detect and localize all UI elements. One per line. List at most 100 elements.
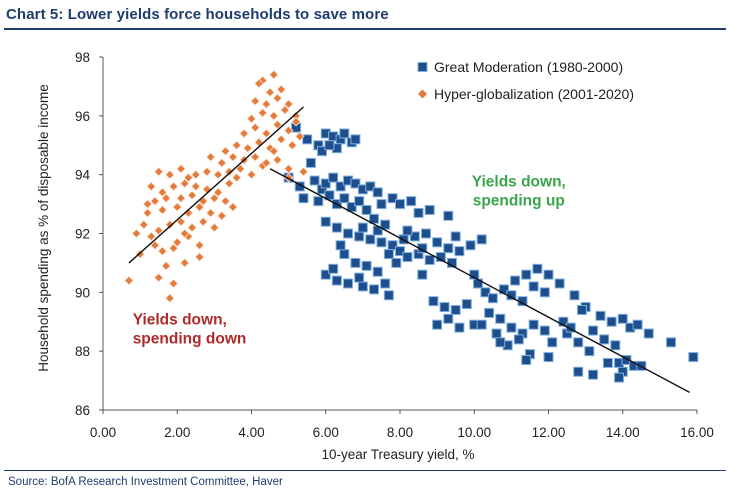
hyper-globalization-point — [220, 146, 231, 156]
hyper-globalization-point — [179, 258, 190, 268]
hyper-globalization-point — [202, 166, 212, 177]
great-moderation-point — [350, 134, 361, 145]
hyper-globalization-point — [146, 181, 157, 192]
y-tick-label: 92 — [75, 227, 90, 242]
trendline — [128, 106, 304, 264]
x-tick-label: 12.00 — [532, 425, 566, 440]
great-moderation-point — [320, 269, 331, 280]
great-moderation-point — [539, 287, 550, 298]
hyper-globalization-point — [142, 199, 153, 209]
great-moderation-point — [602, 357, 613, 368]
hyper-globalization-point — [224, 178, 234, 189]
great-moderation-point — [614, 372, 625, 383]
hyper-globalization-point — [265, 143, 275, 153]
great-moderation-point — [432, 319, 443, 330]
great-moderation-point — [335, 181, 346, 192]
hyper-globalization-point — [124, 275, 134, 286]
great-moderation-point — [487, 293, 498, 304]
hyper-globalization-point — [131, 228, 142, 239]
great-moderation-point — [428, 296, 439, 307]
hyper-globalization-point — [287, 140, 298, 151]
hyper-globalization-point — [165, 293, 175, 303]
legend: Great Moderation (1980-2000) Hyper-global… — [417, 59, 634, 102]
trendline — [269, 168, 690, 393]
hyper-globalization-point — [246, 114, 257, 124]
hyper-globalization-point — [228, 202, 238, 212]
data-points — [124, 69, 699, 383]
hyper-globalization-point — [179, 228, 190, 239]
great-moderation-point — [391, 257, 402, 268]
hyper-globalization-point — [246, 169, 257, 180]
great-moderation-point — [376, 237, 387, 248]
great-moderation-point — [450, 231, 461, 242]
hyper-globalization-point — [294, 131, 305, 142]
great-moderation-point — [443, 243, 454, 254]
great-moderation-point — [420, 228, 431, 239]
hyper-globalization-point — [269, 111, 279, 121]
y-tick-label: 96 — [75, 109, 90, 124]
great-moderation-point — [369, 213, 380, 224]
great-moderation-point — [461, 299, 472, 310]
hyper-globalization-point — [250, 122, 260, 133]
great-moderation-point — [476, 319, 487, 330]
great-moderation-point — [339, 249, 350, 260]
great-moderation-point — [357, 281, 368, 292]
great-moderation-point — [343, 228, 354, 239]
great-moderation-point — [320, 178, 331, 189]
great-moderation-point — [324, 140, 335, 151]
x-tick-label: 8.00 — [387, 425, 413, 440]
great-moderation-point — [521, 354, 532, 365]
great-moderation-point — [617, 313, 628, 324]
great-moderation-point — [532, 263, 543, 274]
great-moderation-point — [443, 313, 454, 324]
great-moderation-point — [643, 328, 654, 339]
hyper-globalization-point — [172, 202, 183, 212]
legend-diamond-marker — [418, 89, 427, 99]
legend-label: Great Moderation (1980-2000) — [434, 59, 623, 75]
hyper-globalization-point — [183, 172, 194, 183]
great-moderation-point — [606, 316, 617, 327]
hyper-globalization-point — [283, 164, 294, 174]
hyper-globalization-point — [269, 69, 279, 80]
hyper-globalization-point — [168, 243, 179, 253]
great-moderation-point — [354, 196, 365, 207]
hyper-globalization-point — [217, 158, 227, 168]
y-axis-label: Household spending as % of disposable in… — [36, 84, 51, 371]
hyper-globalization-point — [176, 193, 186, 203]
hyper-globalization-point — [235, 164, 246, 174]
hyper-globalization-point — [265, 87, 275, 98]
hyper-globalization-point — [205, 152, 216, 162]
great-moderation-point — [688, 352, 699, 363]
hyper-globalization-point — [179, 178, 190, 189]
great-moderation-point — [432, 237, 443, 248]
great-moderation-point — [402, 225, 413, 236]
hyper-globalization-point — [146, 231, 157, 242]
great-moderation-point — [539, 325, 550, 336]
great-moderation-point — [513, 334, 524, 345]
great-moderation-point — [576, 304, 587, 315]
great-moderation-point — [443, 210, 454, 221]
great-moderation-point — [365, 181, 376, 192]
hyper-globalization-point — [165, 169, 175, 180]
great-moderation-point — [480, 287, 491, 298]
great-moderation-point — [369, 284, 380, 295]
hyper-globalization-point — [254, 78, 264, 89]
hyper-globalization-point — [194, 202, 205, 212]
great-moderation-point — [495, 313, 506, 324]
x-tick-label: 4.00 — [238, 425, 264, 440]
great-moderation-point — [569, 290, 580, 301]
hyper-globalization-point — [280, 105, 290, 115]
hyper-globalization-point — [153, 272, 164, 283]
hyper-globalization-point — [298, 166, 309, 177]
great-moderation-point — [357, 222, 368, 233]
hyper-globalization-point — [150, 196, 160, 206]
great-moderation-point — [339, 193, 350, 204]
hyper-globalization-point — [157, 205, 168, 215]
x-tick-label: 2.00 — [164, 425, 190, 440]
great-moderation-point — [354, 272, 365, 283]
great-moderation-point — [439, 302, 450, 313]
hyper-globalization-point — [272, 155, 283, 165]
great-moderation-point — [510, 275, 521, 286]
great-moderation-point — [573, 337, 584, 348]
hyper-globalization-point — [191, 181, 201, 192]
